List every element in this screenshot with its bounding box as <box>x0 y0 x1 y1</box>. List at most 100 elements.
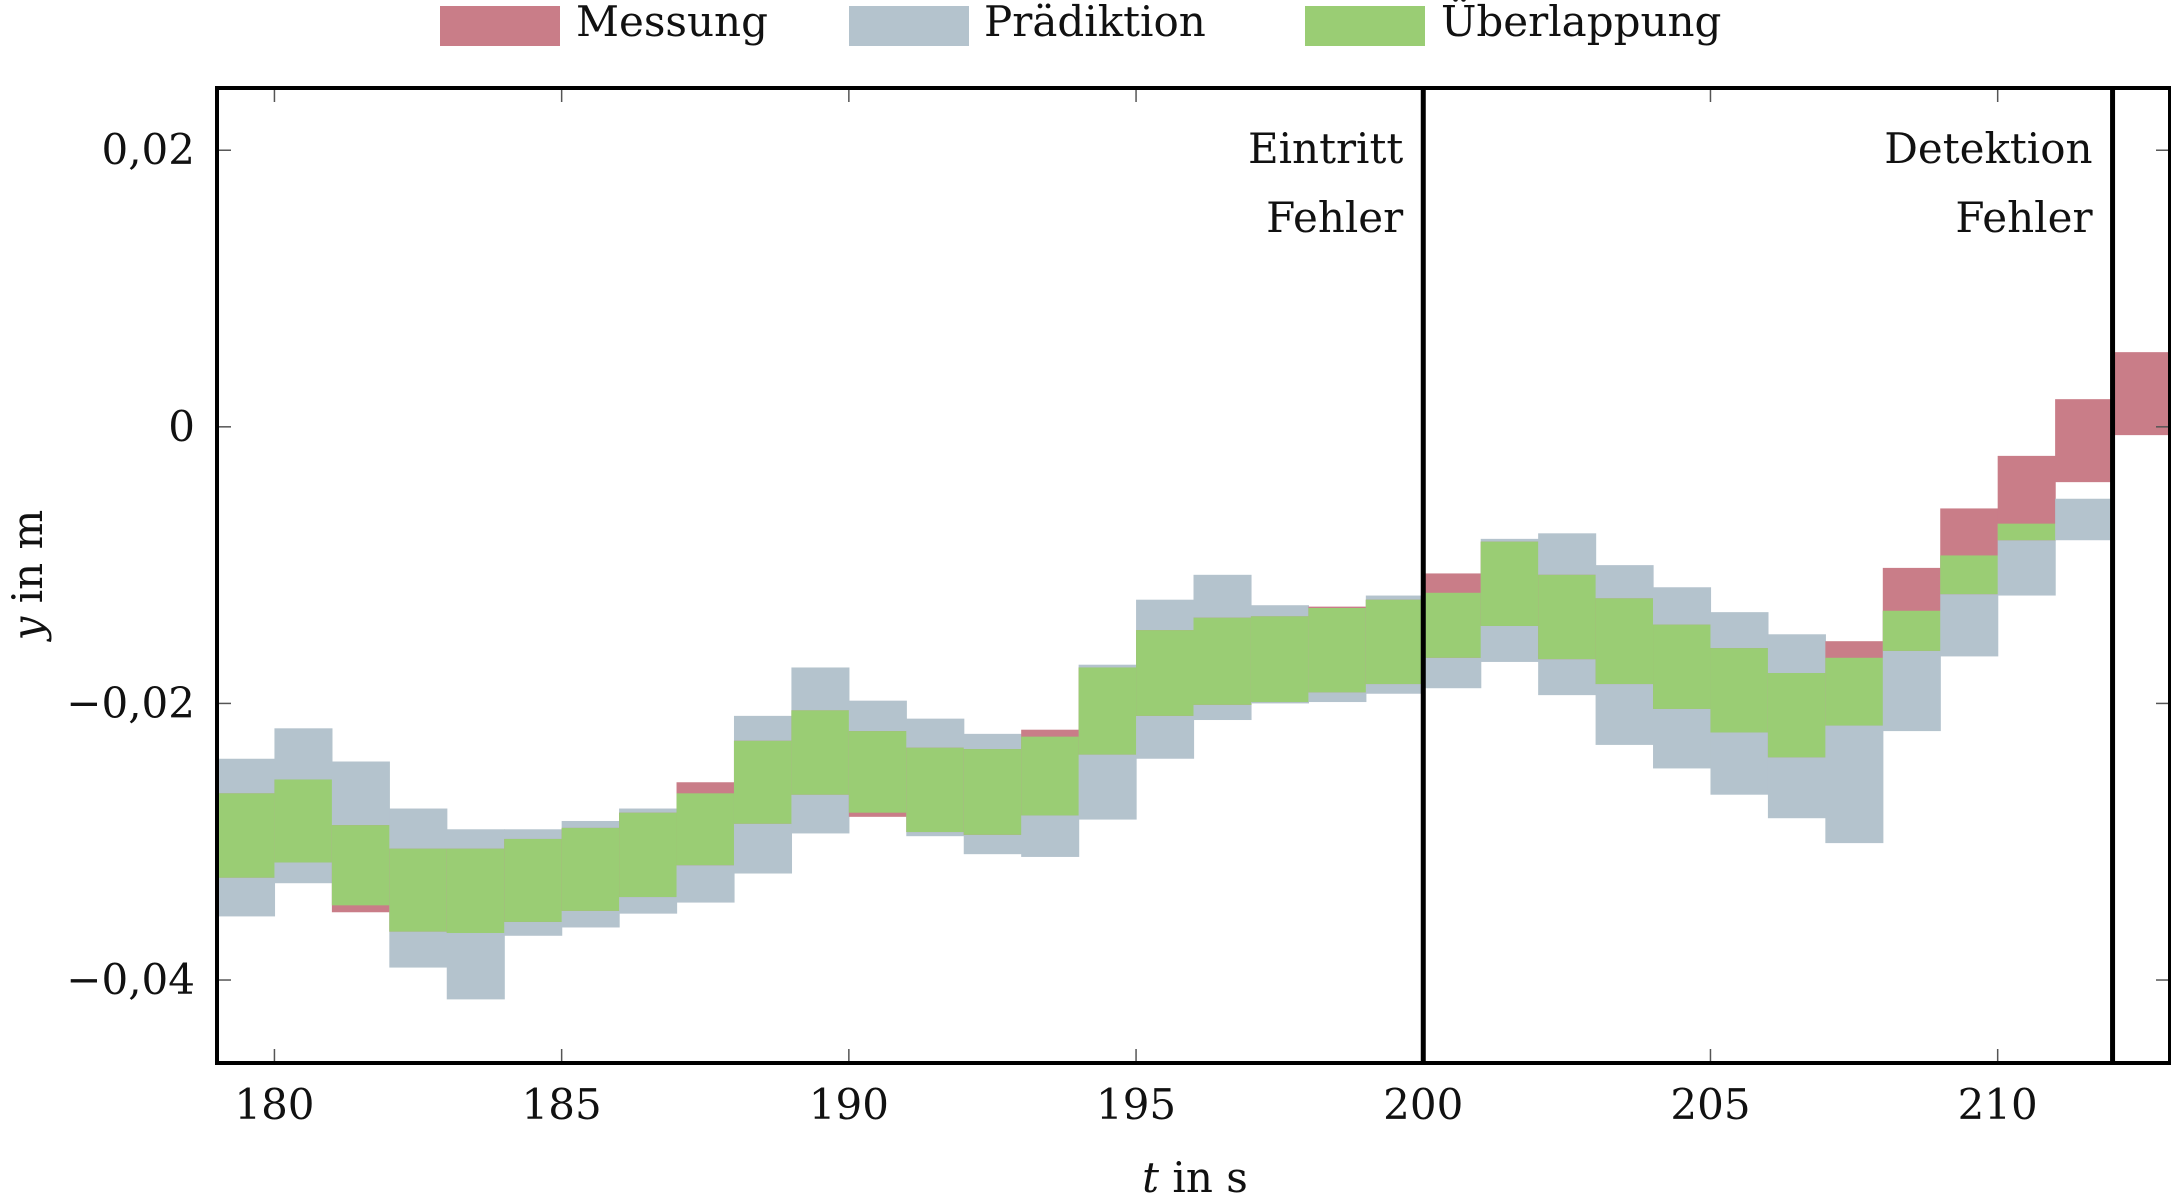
interval-29 <box>1882 567 1941 732</box>
x-axis-label: t in s <box>1142 1153 1248 1195</box>
plot-frame <box>215 86 2171 1065</box>
interval-17 <box>1193 574 1252 721</box>
overlap-band <box>1940 555 1999 595</box>
interval-31 <box>1997 455 2056 596</box>
overlap-band <box>1595 598 1654 685</box>
interval-11 <box>848 700 907 817</box>
overlap-band <box>733 740 793 824</box>
overlap-band <box>1480 541 1539 626</box>
legend-entry-praediktion: Prädiktion <box>849 0 1206 46</box>
x-tick-label: 210 <box>1958 1080 2038 1129</box>
interval-24 <box>1595 565 1654 745</box>
interval-3 <box>389 808 448 968</box>
x-tick-label: 205 <box>1670 1080 1750 1129</box>
overlap-band <box>1136 630 1195 716</box>
interval-20 <box>1365 595 1424 694</box>
interval-0 <box>217 758 276 917</box>
marker-annotation-1: Detektion <box>1884 124 2092 173</box>
legend-label-ueberlappung: Überlappung <box>1441 0 1721 46</box>
interval-13 <box>963 733 1022 855</box>
interval-21 <box>1423 573 1482 689</box>
interval-16 <box>1136 599 1195 759</box>
interval-12 <box>906 718 965 837</box>
overlap-band <box>1653 624 1712 709</box>
prediction-band <box>2055 498 2114 541</box>
interval-32 <box>2055 399 2114 541</box>
x-tick-label: 185 <box>522 1080 602 1129</box>
interval-2 <box>331 761 390 913</box>
overlap-band <box>676 793 735 866</box>
legend-swatch-messung <box>440 6 560 46</box>
overlap-band <box>389 848 448 932</box>
legend-entry-ueberlappung: Überlappung <box>1305 0 1721 46</box>
x-tick-label: 195 <box>1096 1080 1176 1129</box>
plot-area <box>217 352 2171 1000</box>
overlap-band <box>217 793 276 878</box>
measurement-band <box>2055 399 2114 483</box>
interval-19 <box>1308 606 1367 703</box>
interval-8 <box>676 782 735 903</box>
overlap-band <box>1193 617 1252 705</box>
interval-28 <box>1825 641 1884 844</box>
interval-30 <box>1940 508 1999 657</box>
interval-5 <box>504 829 563 936</box>
interval-15 <box>1078 664 1137 820</box>
x-axis-label-unit: in s <box>1159 1153 1248 1195</box>
marker-annotation-1: Fehler <box>1955 193 2093 242</box>
overlap-band <box>1423 592 1482 658</box>
overlap-band <box>274 779 333 863</box>
interval-27 <box>1767 634 1826 819</box>
overlap-band <box>446 848 505 933</box>
overlap-band <box>906 747 965 833</box>
interval-7 <box>619 808 678 914</box>
overlap-band <box>504 838 563 922</box>
overlap-band <box>619 812 678 898</box>
y-axis-label-unit: in m <box>3 510 52 617</box>
overlap-band <box>331 825 390 906</box>
legend: Messung Prädiktion Überlappung <box>440 0 1721 46</box>
overlap-band <box>1308 608 1367 693</box>
interval-25 <box>1653 587 1712 769</box>
x-axis-label-symbol: t <box>1142 1153 1159 1195</box>
overlap-band <box>1997 523 2056 541</box>
marker-annotation-0: Fehler <box>1266 193 1404 242</box>
overlap-band <box>1365 599 1424 685</box>
y-tick-label: 0 <box>168 402 195 451</box>
interval-10 <box>791 667 850 834</box>
x-tick-label: 190 <box>809 1080 889 1129</box>
x-tick-label: 200 <box>1383 1080 1463 1129</box>
y-tick-label: 0,02 <box>101 125 195 174</box>
interval-23 <box>1538 533 1597 696</box>
legend-label-praediktion: Prädiktion <box>984 0 1206 46</box>
interval-6 <box>561 820 620 928</box>
y-axis-label-symbol: y <box>3 615 52 642</box>
y-axis-label: y in m <box>3 510 52 643</box>
legend-label-messung: Messung <box>576 0 768 46</box>
overlap-band <box>1538 574 1597 660</box>
y-tick-label: −0,02 <box>66 678 195 727</box>
interval-14 <box>1021 729 1080 857</box>
overlap-band <box>791 710 850 795</box>
measurement-band <box>2112 352 2171 436</box>
overlap-band <box>1882 610 1941 651</box>
interval-22 <box>1480 538 1539 662</box>
overlap-band <box>1825 657 1884 726</box>
marker-lines: Eintritt Fehler Detektion Fehler <box>1248 88 2116 1063</box>
legend-swatch-praediktion <box>849 6 969 46</box>
interval-9 <box>733 715 793 874</box>
interval-33 <box>2112 352 2171 436</box>
marker-annotation-0: Eintritt <box>1248 124 1403 173</box>
legend-swatch-ueberlappung <box>1305 6 1425 46</box>
overlap-band <box>1710 648 1769 733</box>
interval-4 <box>446 829 505 1000</box>
overlap-band <box>1250 616 1309 703</box>
overlap-band <box>848 731 907 813</box>
interval-1 <box>274 728 333 884</box>
y-tick-label: −0,04 <box>66 955 195 1004</box>
legend-entry-messung: Messung <box>440 0 768 46</box>
interval-26 <box>1710 612 1769 795</box>
overlap-band <box>1767 673 1826 758</box>
overlap-band <box>561 827 620 911</box>
overlap-band <box>1078 667 1137 755</box>
